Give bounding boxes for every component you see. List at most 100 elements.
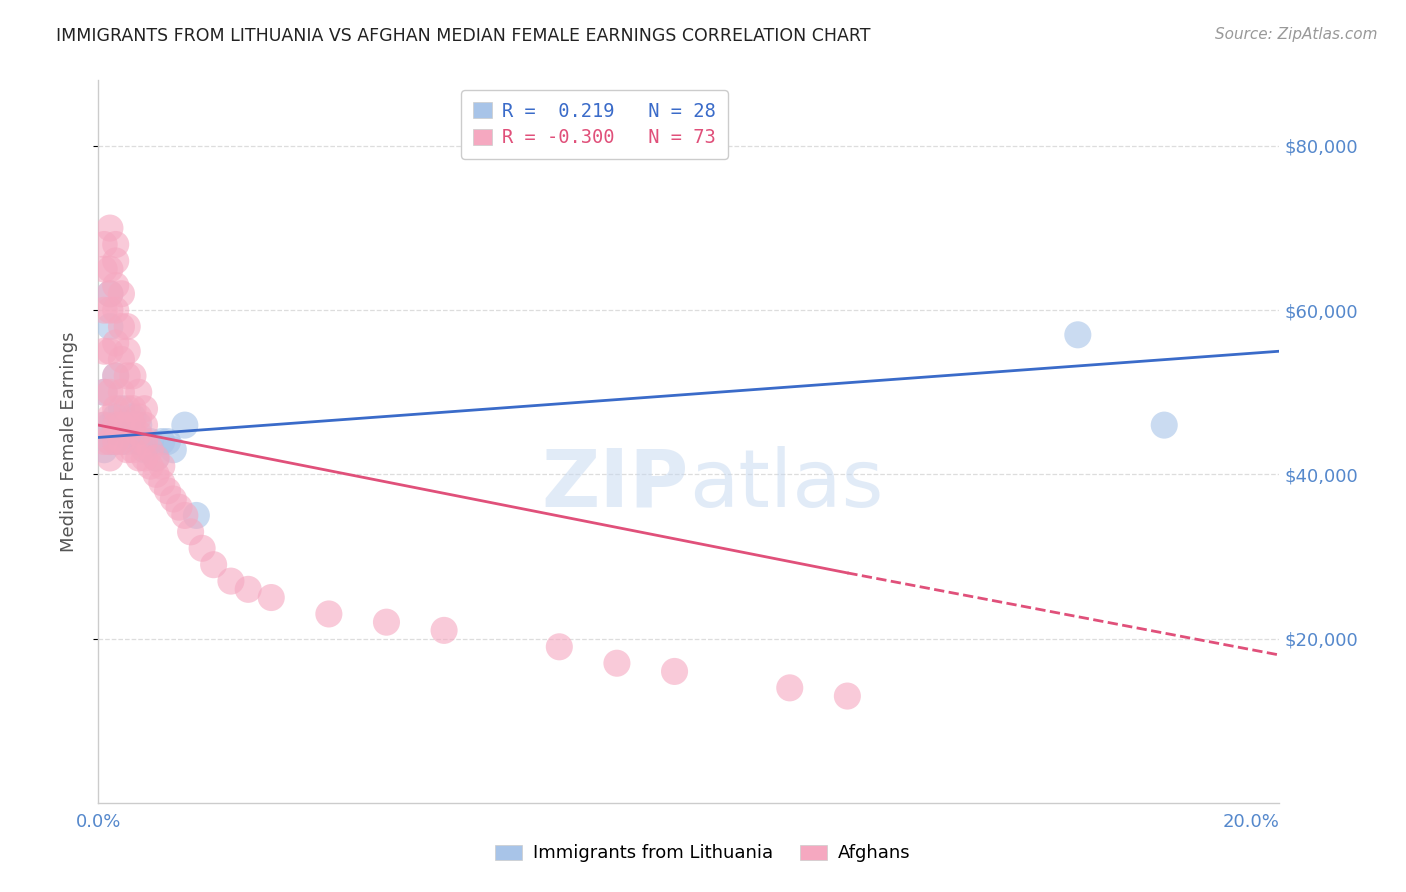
Point: [104, 368, 127, 383]
Point: [98, 286, 121, 301]
Point: [128, 418, 150, 433]
Point: [110, 319, 132, 334]
Point: [93, 237, 115, 252]
Point: [122, 409, 145, 424]
Point: [98, 303, 121, 318]
Point: [98, 344, 121, 359]
Point: [93, 303, 115, 318]
Point: [122, 368, 145, 383]
Point: [93, 385, 115, 400]
Point: [128, 434, 150, 449]
Point: [98, 286, 121, 301]
Point: [150, 475, 173, 490]
Point: [98, 409, 121, 424]
Point: [375, 615, 398, 630]
Point: [104, 253, 127, 268]
Point: [1067, 327, 1090, 342]
Point: [98, 434, 121, 449]
Point: [104, 418, 127, 433]
Text: ZIP: ZIP: [541, 446, 689, 524]
Point: [93, 385, 115, 400]
Point: [98, 319, 121, 334]
Point: [162, 442, 184, 457]
Point: [238, 582, 260, 597]
Text: Source: ZipAtlas.com: Source: ZipAtlas.com: [1215, 27, 1378, 42]
Point: [98, 262, 121, 277]
Point: [122, 442, 145, 457]
Point: [98, 434, 121, 449]
Point: [104, 434, 127, 449]
Point: [145, 450, 167, 465]
Point: [115, 319, 138, 334]
Point: [134, 434, 156, 449]
Point: [318, 607, 340, 621]
Point: [115, 344, 138, 359]
Point: [134, 450, 156, 465]
Point: [128, 409, 150, 424]
Point: [139, 442, 162, 457]
Point: [219, 574, 242, 588]
Point: [115, 418, 138, 433]
Point: [128, 450, 150, 465]
Point: [180, 524, 202, 539]
Point: [104, 303, 127, 318]
Point: [145, 450, 167, 465]
Point: [115, 418, 138, 433]
Point: [134, 401, 156, 416]
Point: [93, 434, 115, 449]
Point: [115, 442, 138, 457]
Point: [139, 459, 162, 474]
Point: [93, 262, 115, 277]
Point: [837, 689, 859, 703]
Point: [186, 508, 208, 523]
Text: atlas: atlas: [689, 446, 883, 524]
Point: [110, 401, 132, 416]
Point: [110, 434, 132, 449]
Point: [115, 434, 138, 449]
Point: [104, 368, 127, 383]
Point: [433, 624, 456, 638]
Point: [162, 491, 184, 506]
Point: [664, 665, 686, 679]
Point: [167, 500, 190, 515]
Point: [150, 434, 173, 449]
Point: [779, 681, 801, 695]
Point: [110, 418, 132, 433]
Point: [104, 237, 127, 252]
Y-axis label: Median Female Earnings: Median Female Earnings: [59, 331, 77, 552]
Point: [104, 278, 127, 293]
Point: [122, 401, 145, 416]
Point: [98, 418, 121, 433]
Point: [202, 558, 225, 572]
Point: [156, 483, 179, 498]
Point: [134, 418, 156, 433]
Point: [548, 640, 571, 654]
Legend: R =  0.219   N = 28, R = -0.300   N = 73: R = 0.219 N = 28, R = -0.300 N = 73: [461, 90, 727, 159]
Point: [110, 434, 132, 449]
Point: [150, 459, 173, 474]
Point: [93, 344, 115, 359]
Legend: Immigrants from Lithuania, Afghans: Immigrants from Lithuania, Afghans: [488, 838, 918, 870]
Point: [1153, 418, 1175, 433]
Point: [191, 541, 214, 556]
Point: [98, 385, 121, 400]
Point: [134, 442, 156, 457]
Point: [98, 221, 121, 235]
Point: [93, 418, 115, 433]
Point: [104, 434, 127, 449]
Point: [110, 352, 132, 367]
Point: [104, 409, 127, 424]
Text: IMMIGRANTS FROM LITHUANIA VS AFGHAN MEDIAN FEMALE EARNINGS CORRELATION CHART: IMMIGRANTS FROM LITHUANIA VS AFGHAN MEDI…: [56, 27, 870, 45]
Point: [128, 426, 150, 441]
Point: [122, 418, 145, 433]
Point: [104, 336, 127, 351]
Point: [139, 434, 162, 449]
Point: [110, 286, 132, 301]
Point: [128, 385, 150, 400]
Point: [173, 508, 195, 523]
Point: [122, 426, 145, 441]
Point: [110, 385, 132, 400]
Point: [156, 434, 179, 449]
Point: [260, 591, 283, 605]
Point: [115, 401, 138, 416]
